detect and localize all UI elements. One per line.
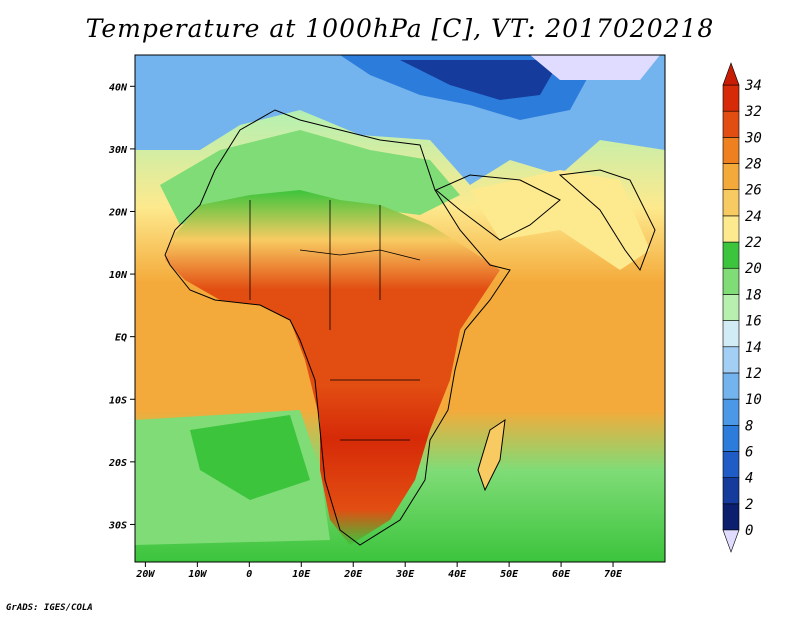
colorbar-swatch [722,215,740,243]
colorbar-label: 28 [745,157,762,173]
colorbar-label: 16 [745,314,762,330]
colorbar-label: 4 [745,471,753,487]
plot-frame [134,54,666,563]
lon-tick-label: 50E [500,569,519,580]
lon-tick-label: 40E [448,569,467,580]
lat-axis: 40N 30N 20N 10N EQ 10S 20S 30S [108,82,135,531]
colorbar-label: 0 [745,523,753,539]
colorbar-swatch [722,267,740,295]
coastlines [164,109,656,546]
lat-tick-label: EQ [115,333,127,344]
lon-tick-label: 30E [395,569,415,580]
colorbar-label: 10 [745,392,762,408]
colorbar-label: 26 [745,183,762,199]
lat-tick-label: 20N [108,207,128,218]
chart-title: Temperature at 1000hPa [C], VT: 20170202… [85,14,715,43]
colorbar-swatch [722,424,740,452]
colorbar-swatch [722,84,740,112]
colorbar-swatch [722,241,740,269]
colorbar-swatch [722,189,740,217]
lon-tick-label: 70E [604,569,623,580]
colorbar-swatch [722,137,740,164]
colorbar-label: 8 [745,418,753,434]
colorbar-swatch [722,320,740,348]
colorbar-label: 32 [744,104,762,120]
colorbar-swatch [722,110,740,138]
colorbar-swatch [722,451,740,478]
lat-tick-label: 10N [109,270,128,281]
colorbar-label: 2 [745,497,753,513]
lat-tick-label: 30N [108,145,128,156]
lon-tick-label: 20E [343,569,363,580]
colorbar-label: 34 [744,78,762,94]
colorbar-label: 14 [745,340,762,356]
colorbar-label: 30 [744,130,762,146]
colorbar-label: 12 [745,366,762,382]
lon-tick-label: 20W [135,569,155,580]
lat-tick-label: 10S [109,395,127,406]
lon-axis: 20W 10W 0 10E 20E 30E 40E 50E 60E 70E [135,562,623,580]
colorbar-swatch [722,477,740,505]
lat-tick-label: 30S [108,520,127,531]
colorbar-swatch [722,346,740,374]
lon-tick-label: 10E [292,569,311,580]
colorbar-swatch [722,294,740,321]
colorbar-label: 20 [745,261,762,277]
credit-text: GrADS: IGES/COLA [6,603,93,613]
map-field [135,55,665,562]
colorbar-label: 18 [745,287,762,303]
colorbar-label: 24 [745,209,762,225]
colorbar-label: 6 [745,444,753,460]
lon-tick-label: 60E [552,569,571,580]
colorbar-swatch [722,372,740,400]
colorbar-label: 22 [745,235,762,251]
colorbar-over-arrow [722,62,740,86]
colorbar-swatch [722,163,740,191]
lon-tick-label: 0 [246,569,252,580]
colorbar-swatch [722,398,740,426]
colorbar-swatch [722,503,740,531]
lat-tick-label: 20S [108,458,127,469]
lon-tick-label: 10W [188,569,207,580]
colorbar-under-arrow [722,529,740,553]
lat-tick-label: 40N [109,82,128,93]
